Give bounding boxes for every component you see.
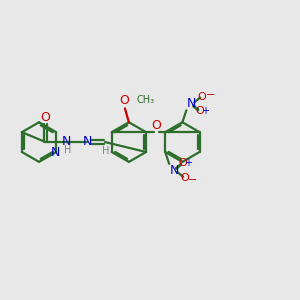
Text: O: O: [179, 158, 188, 168]
Text: H: H: [102, 146, 110, 156]
Text: N: N: [62, 135, 71, 148]
Text: O: O: [198, 92, 207, 101]
Text: O: O: [196, 106, 205, 116]
Text: +: +: [184, 158, 192, 168]
Text: −: −: [206, 89, 215, 100]
Text: N: N: [169, 164, 179, 177]
Text: −: −: [188, 175, 198, 185]
Text: O: O: [119, 94, 129, 107]
Text: O: O: [181, 173, 189, 183]
Text: N: N: [82, 135, 92, 148]
Text: O: O: [151, 119, 161, 132]
Text: +: +: [201, 106, 209, 116]
Text: N: N: [187, 97, 196, 110]
Text: N: N: [50, 146, 60, 160]
Text: O: O: [41, 111, 51, 124]
Text: CH₃: CH₃: [137, 95, 155, 106]
Text: H: H: [64, 145, 71, 155]
